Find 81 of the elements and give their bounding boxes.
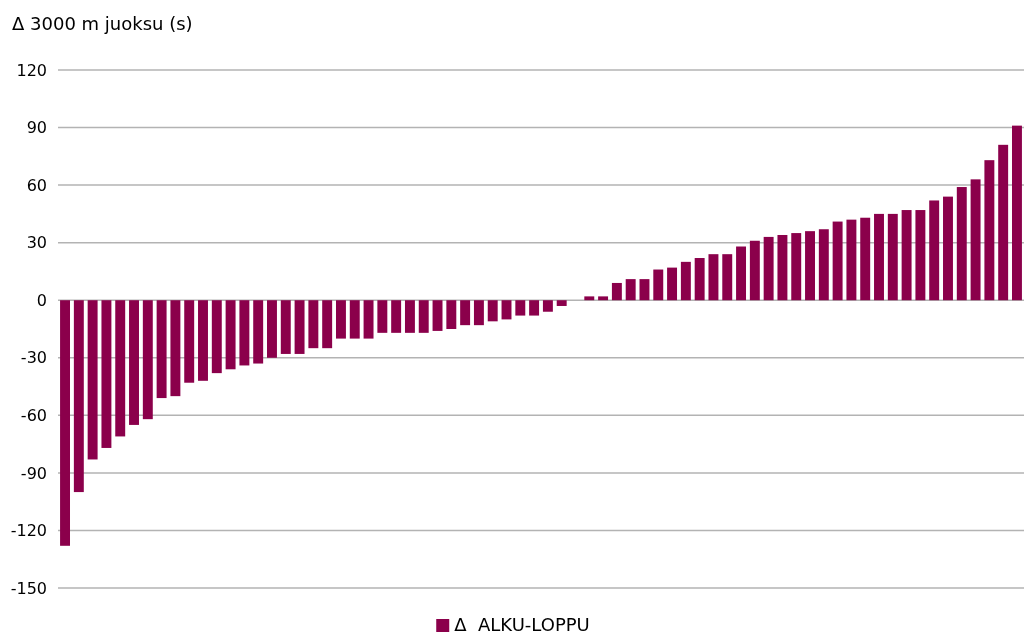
bar [542, 300, 553, 312]
bar [87, 300, 98, 460]
bar [970, 179, 981, 301]
y-tick-label: 90 [26, 118, 47, 138]
bar [1012, 125, 1022, 301]
bar [529, 300, 540, 316]
bar [184, 300, 195, 383]
bar [294, 300, 305, 354]
bar [335, 300, 346, 339]
y-tick-label: 30 [26, 233, 47, 253]
bar [308, 300, 319, 349]
y-tick-label: -90 [20, 463, 47, 483]
bar [556, 300, 567, 306]
bar [501, 300, 512, 320]
bar [736, 246, 747, 301]
bar [846, 219, 857, 301]
bar [956, 187, 967, 301]
bar [791, 233, 802, 301]
bar [73, 300, 84, 493]
bar [239, 300, 250, 366]
bar [901, 210, 912, 301]
y-axis-title: Δ 3000 m juoksu (s) [12, 13, 193, 34]
bar [777, 234, 788, 301]
y-tick-label: 60 [26, 175, 47, 195]
bar [363, 300, 374, 339]
bar [418, 300, 429, 333]
bar [267, 300, 277, 358]
bar [225, 300, 236, 370]
bar [473, 300, 484, 326]
y-tick-label: -120 [10, 521, 47, 541]
bar [515, 300, 526, 316]
y-tick-label: -60 [20, 405, 47, 425]
bar [818, 229, 829, 301]
y-tick-label: 120 [16, 60, 47, 80]
bar [653, 269, 664, 301]
bar [694, 258, 705, 301]
bar [998, 144, 1009, 301]
bar [156, 300, 167, 399]
bar [432, 300, 443, 331]
bar [929, 200, 940, 301]
bar [943, 196, 953, 301]
bar [129, 300, 139, 425]
bar [611, 282, 622, 301]
bar [391, 300, 402, 333]
bar [984, 160, 995, 301]
bar [832, 221, 843, 301]
bar [170, 300, 181, 397]
bar [667, 267, 678, 301]
bar [708, 254, 719, 301]
bar [211, 300, 222, 374]
bar [860, 217, 871, 301]
bar [198, 300, 208, 381]
bar [253, 300, 264, 364]
bar [280, 300, 291, 354]
bar [404, 300, 415, 333]
bar [60, 300, 70, 546]
bar [349, 300, 360, 339]
legend-label: Δ ALKU-LOPPU [454, 614, 590, 635]
bar [446, 300, 457, 329]
bar [584, 296, 595, 301]
bar [115, 300, 126, 437]
bar [915, 210, 926, 301]
bar [805, 231, 815, 301]
y-tick-label: 0 [36, 290, 47, 310]
bar [322, 300, 333, 349]
bar [763, 236, 774, 301]
y-tick-label: -150 [10, 578, 47, 598]
y-tick-label: -30 [20, 348, 47, 368]
bar [142, 300, 153, 420]
bar [874, 213, 884, 301]
bar [722, 254, 733, 301]
bar [639, 279, 650, 301]
bar [887, 213, 898, 301]
bar [625, 279, 636, 301]
bar [487, 300, 498, 322]
bar [680, 261, 691, 301]
bar [460, 300, 471, 326]
bar [101, 300, 112, 448]
bar [377, 300, 388, 333]
bar [749, 240, 760, 301]
bar [598, 296, 609, 301]
